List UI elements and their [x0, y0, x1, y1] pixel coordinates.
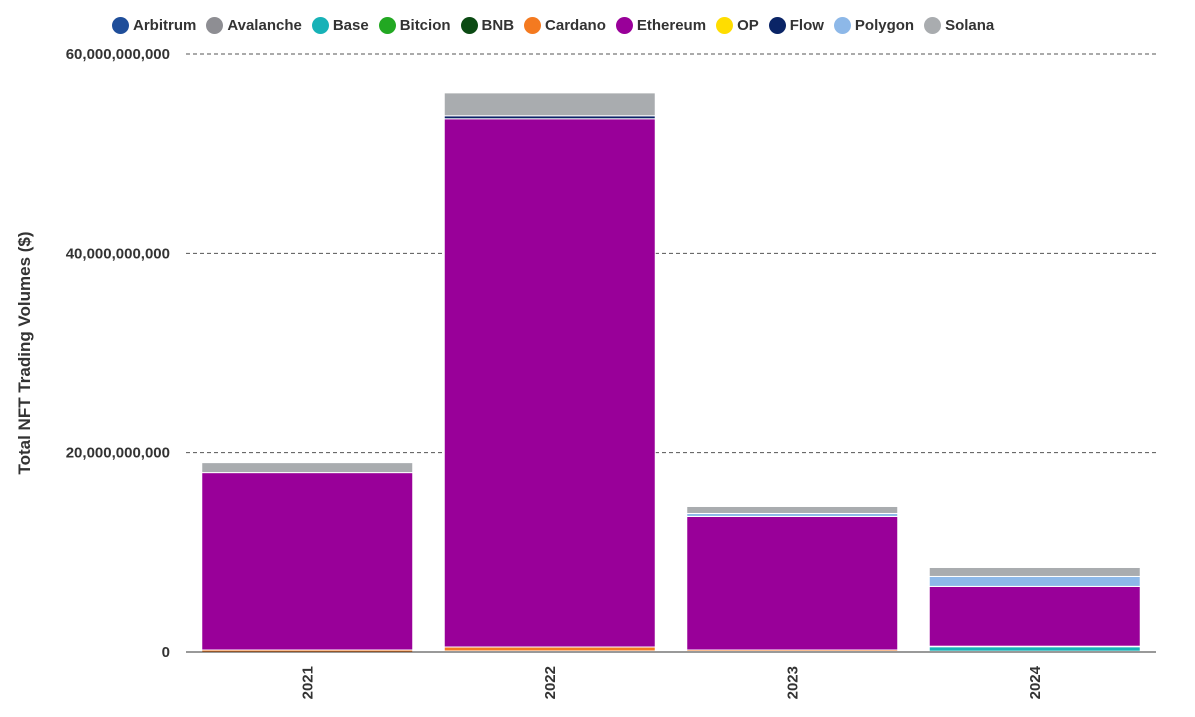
legend-item-bnb[interactable]: BNB [460, 16, 515, 34]
x-tick-label: 2023 [784, 666, 801, 699]
legend-swatch [716, 16, 734, 34]
y-tick-label: 60,000,000,000 [66, 46, 170, 63]
legend-swatch [112, 16, 129, 34]
legend-item-op[interactable]: OP [716, 16, 759, 34]
legend-swatch [924, 16, 942, 34]
legend-label: Cardano [545, 16, 606, 34]
bar-segment-solana-2021[interactable] [201, 462, 414, 474]
bar-segment-ethereum-2022[interactable] [443, 118, 656, 648]
legend-item-avalanche[interactable]: Avalanche [206, 16, 302, 34]
legend-swatch [311, 16, 329, 34]
y-axis-title: Total NFT Trading Volumes ($) [15, 231, 34, 474]
x-tick-label: 2024 [1027, 665, 1044, 699]
legend-label: Polygon [854, 16, 915, 34]
legend-item-ethereum[interactable]: Ethereum [615, 16, 707, 34]
legend-label: Avalanche [227, 16, 302, 34]
legend-swatch [206, 16, 224, 34]
legend-item-polygon[interactable]: Polygon [833, 16, 915, 34]
legend-swatch [768, 16, 786, 34]
legend-label: Bitcion [399, 16, 451, 34]
legend: Arbitrum Avalanche Base Bitcion BNB Cardano Et… [112, 12, 1004, 38]
grid-layer [186, 53, 1156, 454]
legend-label: Arbitrum [133, 16, 197, 34]
legend-item-arbitrum[interactable]: Arbitrum [112, 16, 197, 34]
bar-segment-solana-2023[interactable] [686, 505, 899, 514]
legend-swatch [460, 16, 478, 34]
axis-layer: 0 20,000,000,000 40,000,000,000 60,000,000,… [15, 46, 1156, 699]
bar-segment-polygon-2024[interactable] [928, 575, 1141, 587]
legend-label: Base [332, 16, 369, 34]
bar-segment-ethereum-2021[interactable] [201, 472, 414, 651]
legend-label: Solana [945, 16, 995, 34]
y-tick-label: 40,000,000,000 [66, 245, 170, 262]
legend-item-base[interactable]: Base [311, 16, 369, 34]
bar-segment-solana-2022[interactable] [443, 92, 656, 117]
bar-segment-cardano-2022[interactable] [443, 646, 656, 652]
legend-label: BNB [481, 16, 515, 34]
legend-swatch [615, 16, 633, 34]
x-tick-label: 2022 [542, 666, 559, 699]
bar-segment-base-2024[interactable] [928, 646, 1141, 652]
bar-layer [201, 92, 1141, 653]
bar-segment-ethereum-2023[interactable] [686, 515, 899, 651]
legend-swatch [833, 16, 851, 34]
legend-item-bitcion[interactable]: Bitcion [378, 16, 451, 34]
legend-swatch [524, 16, 542, 34]
y-tick-label: 0 [162, 644, 170, 661]
legend-item-flow[interactable]: Flow [768, 16, 824, 34]
legend-label: Ethereum [636, 16, 707, 34]
legend-item-solana[interactable]: Solana [924, 16, 995, 34]
legend-item-cardano[interactable]: Cardano [524, 16, 606, 34]
legend-label: Flow [789, 16, 824, 34]
bar-segment-solana-2024[interactable] [928, 566, 1141, 577]
x-tick-label: 2021 [299, 666, 316, 699]
legend-label: OP [737, 16, 759, 34]
bar-segment-ethereum-2024[interactable] [928, 585, 1141, 647]
y-tick-label: 20,000,000,000 [66, 445, 170, 462]
legend-swatch [378, 16, 396, 34]
